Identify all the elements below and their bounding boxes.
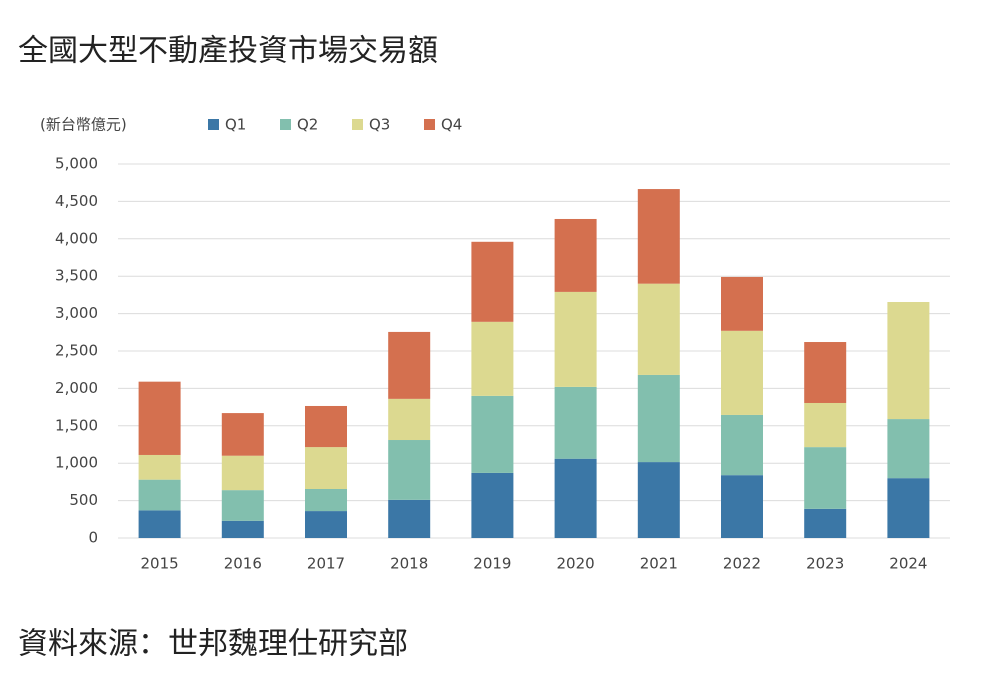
bar-segment bbox=[721, 414, 763, 476]
y-tick-label: 5,000 bbox=[55, 155, 98, 173]
bar-segment bbox=[138, 454, 181, 480]
y-tick-label: 0 bbox=[88, 529, 98, 547]
legend-swatch bbox=[424, 119, 435, 130]
y-tick-label: 2,500 bbox=[55, 342, 98, 360]
bar-segment bbox=[804, 447, 847, 509]
bar-segment bbox=[887, 478, 930, 538]
bar-segment bbox=[471, 241, 514, 322]
legend-label: Q2 bbox=[297, 116, 318, 134]
bar-segment bbox=[637, 283, 680, 375]
bar-segment bbox=[637, 374, 680, 463]
x-tick-label: 2020 bbox=[557, 555, 595, 573]
x-tick-label: 2021 bbox=[640, 555, 678, 573]
bar-segment bbox=[804, 402, 847, 448]
bar-segment bbox=[305, 405, 347, 448]
bar-segment bbox=[221, 413, 264, 456]
y-tick-label: 4,000 bbox=[55, 229, 98, 247]
x-tick-label: 2018 bbox=[390, 555, 428, 573]
bar-segment bbox=[388, 331, 431, 399]
legend-label: Q4 bbox=[441, 116, 462, 134]
bar-segment bbox=[804, 508, 847, 538]
bar-segment bbox=[138, 381, 181, 455]
bar-segment bbox=[471, 395, 514, 473]
bar-segment bbox=[887, 419, 930, 479]
bar-segment bbox=[221, 490, 264, 521]
bar-segment bbox=[138, 479, 181, 511]
bar-segment bbox=[388, 398, 431, 441]
bar-segment bbox=[305, 511, 347, 538]
bar-segment bbox=[305, 447, 347, 490]
bar-segment bbox=[554, 218, 597, 292]
bar-segment bbox=[554, 386, 597, 459]
x-tick-label: 2019 bbox=[473, 555, 511, 573]
legend-swatch bbox=[208, 119, 219, 130]
bar-segment bbox=[388, 440, 431, 500]
x-tick-label: 2016 bbox=[224, 555, 262, 573]
chart-title: 全國大型不動產投資市場交易額 bbox=[18, 34, 438, 69]
source-note: 資料來源：世邦魏理仕研究部 bbox=[18, 627, 408, 662]
legend-swatch bbox=[280, 119, 291, 130]
bar-segment bbox=[305, 489, 347, 512]
bar-segment bbox=[721, 475, 763, 538]
bar-segment bbox=[221, 520, 264, 538]
bar-segment bbox=[637, 189, 680, 284]
bar-segment bbox=[721, 276, 763, 331]
x-tick-label: 2022 bbox=[723, 555, 761, 573]
y-axis-label: (新台幣億元) bbox=[40, 116, 127, 134]
bar-segment bbox=[221, 455, 264, 491]
y-tick-label: 3,000 bbox=[55, 304, 98, 322]
bar-segment bbox=[388, 499, 431, 538]
y-tick-label: 2,000 bbox=[55, 379, 98, 397]
bar-segment bbox=[804, 342, 847, 403]
legend-label: Q3 bbox=[369, 116, 390, 134]
bar-segment bbox=[721, 330, 763, 415]
bar-segment bbox=[471, 472, 514, 538]
bar-segment bbox=[554, 291, 597, 387]
bar-segment bbox=[887, 302, 930, 420]
y-tick-label: 500 bbox=[69, 491, 98, 509]
y-tick-label: 4,500 bbox=[55, 192, 98, 210]
y-tick-label: 1,000 bbox=[55, 454, 98, 472]
bar-segment bbox=[471, 321, 514, 396]
bar-segment bbox=[554, 458, 597, 538]
x-tick-label: 2023 bbox=[806, 555, 844, 573]
bar-segment bbox=[637, 462, 680, 538]
bar-segment bbox=[138, 510, 181, 538]
y-tick-label: 1,500 bbox=[55, 416, 98, 434]
y-tick-label: 3,500 bbox=[55, 267, 98, 285]
x-tick-label: 2017 bbox=[307, 555, 345, 573]
x-tick-label: 2015 bbox=[141, 555, 179, 573]
x-tick-label: 2024 bbox=[889, 555, 927, 573]
legend-swatch bbox=[352, 119, 363, 130]
legend-label: Q1 bbox=[225, 116, 246, 134]
